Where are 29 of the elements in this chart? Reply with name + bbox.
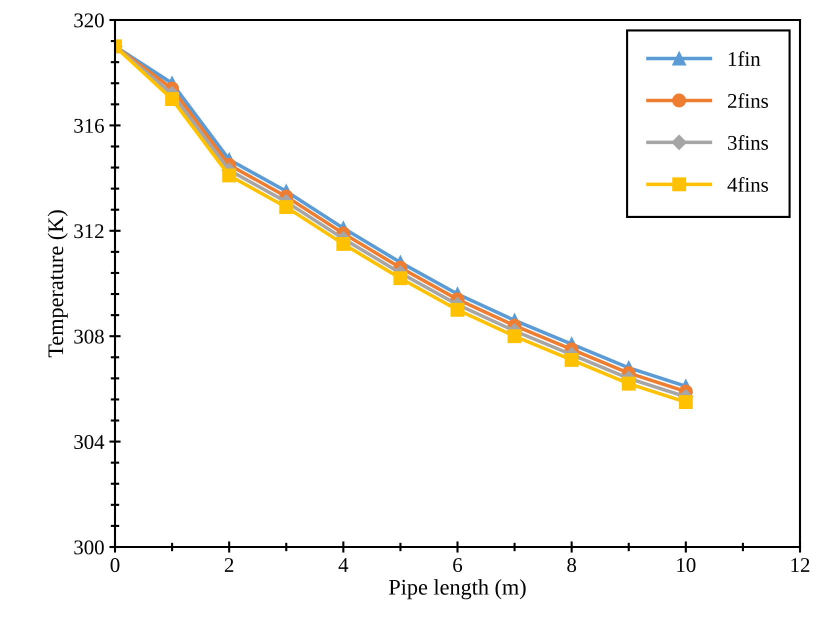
- x-axis-title: Pipe length (m): [389, 579, 526, 600]
- x-tick-label: 0: [110, 558, 120, 572]
- legend-label: 2fins: [728, 93, 768, 108]
- point: [336, 237, 350, 251]
- y-tick-label: 320: [74, 13, 104, 28]
- y-tick-label: 304: [74, 434, 104, 450]
- y-tick-label: 300: [74, 540, 104, 554]
- point: [450, 302, 464, 317]
- x-tick-label: 4: [338, 558, 348, 572]
- x-tick-label: 6: [453, 558, 462, 572]
- legend-label: 4fins: [727, 176, 768, 192]
- point: [393, 271, 408, 286]
- x-tick-label: 8: [567, 558, 576, 572]
- y-tick-label: 316: [74, 118, 104, 133]
- point: [678, 395, 693, 410]
- point: [622, 376, 636, 391]
- legend-label: 1fin: [728, 51, 760, 66]
- x-tick-label: 12: [791, 558, 810, 572]
- y-tick-label: 308: [74, 330, 104, 344]
- point: [165, 92, 180, 106]
- y-axis-title: Temperature (K): [48, 210, 68, 358]
- x-tick-label: 2: [224, 558, 234, 572]
- y-tick-label: 312: [74, 224, 104, 238]
- x-tick-label: 10: [677, 558, 696, 572]
- point: [222, 168, 236, 182]
- point: [508, 329, 522, 344]
- legend-label: 3fins: [728, 135, 768, 150]
- point: [564, 352, 579, 367]
- point: [279, 200, 294, 214]
